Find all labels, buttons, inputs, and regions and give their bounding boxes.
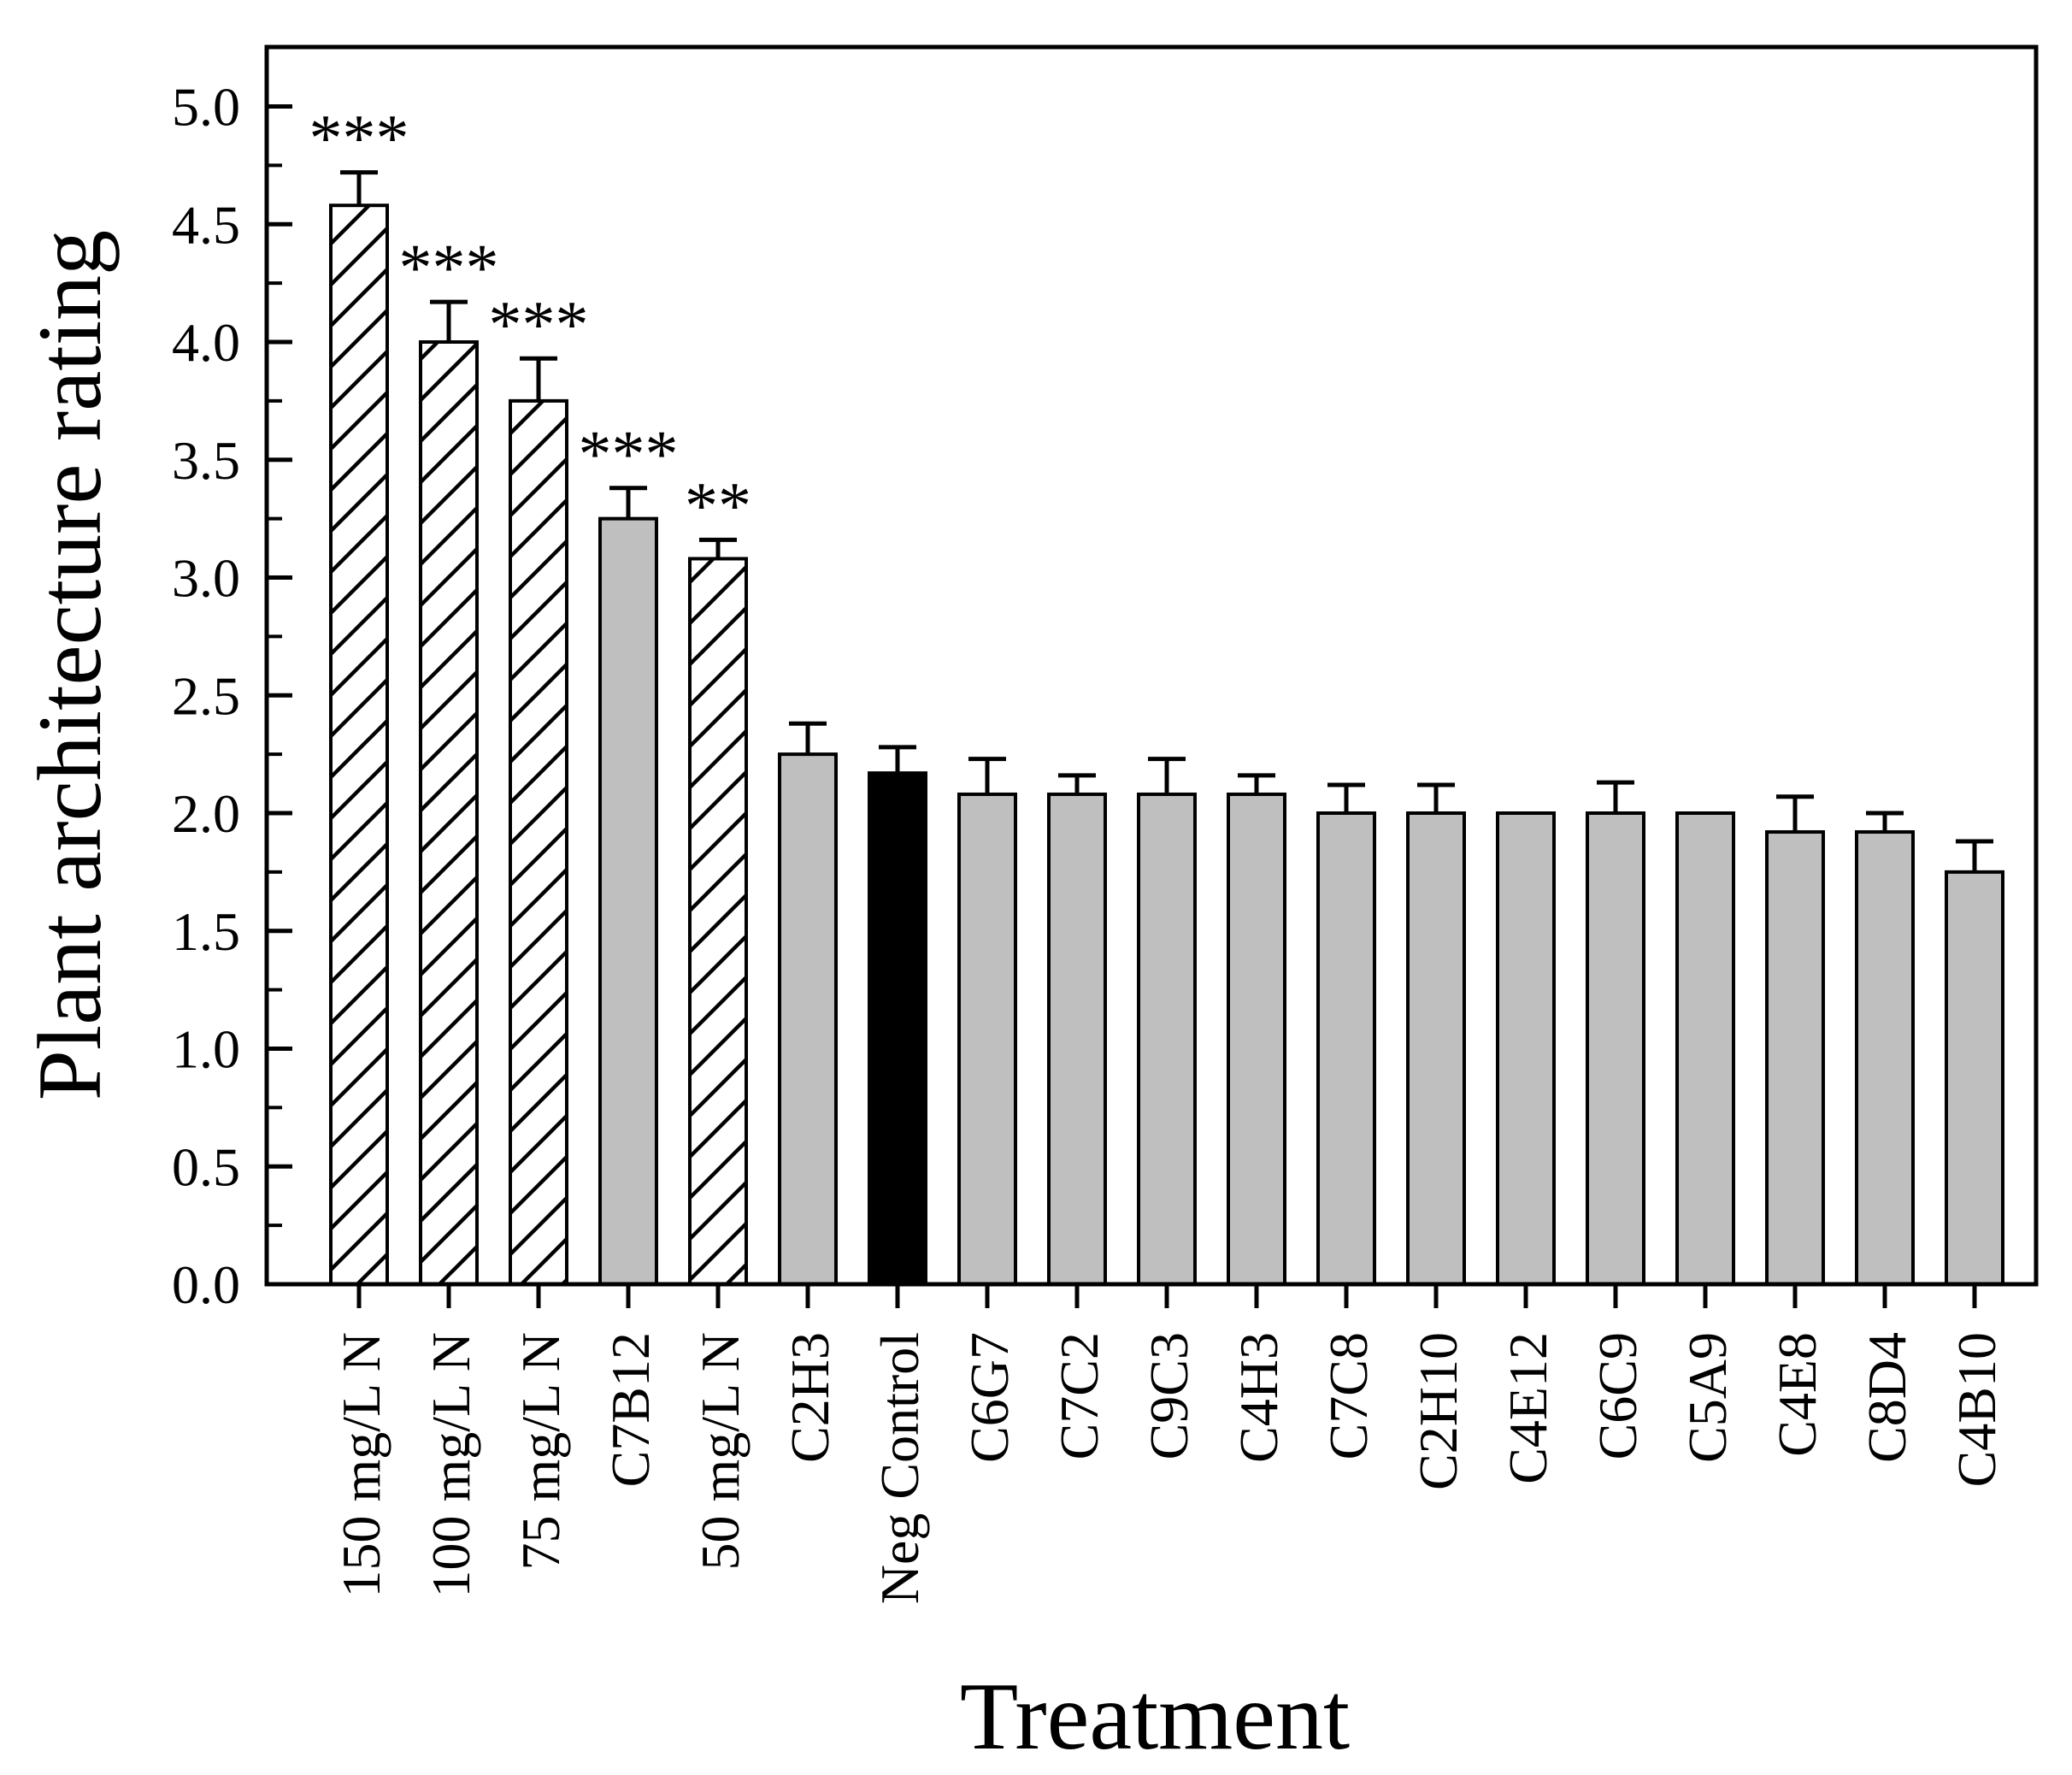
- x-tick-label-c2h3: C2H3: [780, 1332, 840, 1463]
- y-tick-label: 3.5: [172, 430, 240, 491]
- bar-c7c8: [1316, 811, 1376, 1286]
- y-tick-label: 3.0: [172, 548, 240, 609]
- significance-marker-150-mg-l-n: ***: [309, 101, 409, 175]
- bar-c8d4: [1855, 830, 1915, 1286]
- bar-c2h10: [1406, 811, 1466, 1286]
- x-tick-label-c4e8: C4E8: [1767, 1332, 1828, 1457]
- x-tick-label-c9c3: C9C3: [1139, 1332, 1199, 1460]
- x-tick-label-c7b12: C7B12: [600, 1332, 661, 1487]
- x-tick-label-75-mg-l-n: 75 mg/L N: [510, 1332, 571, 1571]
- x-tick-label-c4e12: C4E12: [1498, 1332, 1558, 1484]
- significance-marker-c7b12: ***: [579, 416, 679, 491]
- x-tick-label-neg-control: Neg Control: [869, 1332, 930, 1604]
- y-tick-label: 2.5: [172, 665, 240, 726]
- y-tick-label: 5.0: [172, 77, 240, 138]
- y-tick-label: 0.5: [172, 1136, 240, 1197]
- bar-c4h3: [1227, 792, 1286, 1286]
- y-tick-label: 1.0: [172, 1019, 240, 1080]
- plot-area: *** 150 mg/L N *** 100 mg/L N *** 75 mg/L N **…: [172, 44, 2039, 1604]
- bar-c5a9: [1675, 811, 1735, 1286]
- x-tick-label-c7c8: C7C8: [1318, 1332, 1379, 1460]
- x-tick-label-c4b10: C4B10: [1946, 1332, 2007, 1487]
- x-axis-title: Treatment: [959, 1664, 1351, 1770]
- plot-frame: [264, 44, 2039, 1287]
- y-tick-label: 4.0: [172, 312, 240, 373]
- x-tick-label-c5a9: C5A9: [1677, 1332, 1738, 1463]
- x-tick-label-c4h3: C4H3: [1228, 1332, 1289, 1463]
- bar-150-mg-l-n: [329, 203, 389, 1287]
- significance-marker-100-mg-l-n: ***: [399, 230, 499, 304]
- bar-c4e12: [1496, 811, 1556, 1286]
- bar-neg-control: [868, 771, 927, 1286]
- significance-marker-75-mg-l-n: ***: [489, 286, 589, 361]
- y-tick-label: 2.0: [172, 783, 240, 844]
- bar-c2h3: [778, 752, 838, 1286]
- y-tick-label: 4.5: [172, 194, 240, 255]
- bar-c4e8: [1765, 830, 1825, 1286]
- x-tick-label-50-mg-l-n: 50 mg/L N: [690, 1332, 751, 1571]
- bar-75-mg-l-n: [509, 398, 568, 1286]
- y-tick-label: 1.5: [172, 901, 240, 962]
- significance-marker-50-mg-l-n: **: [685, 468, 751, 542]
- y-axis-title: Plant architecture rating: [20, 229, 120, 1101]
- x-tick-label-c2h10: C2H10: [1408, 1332, 1469, 1490]
- bar-c4b10: [1945, 870, 2004, 1286]
- bar-c6g7: [957, 792, 1017, 1286]
- x-tick-label-c6c9: C6C9: [1587, 1332, 1648, 1460]
- x-tick-label-150-mg-l-n: 150 mg/L N: [331, 1332, 391, 1598]
- y-tick-label: 0.0: [172, 1254, 240, 1315]
- bar-c7c2: [1047, 792, 1107, 1286]
- bar-100-mg-l-n: [419, 340, 479, 1286]
- bar-c9c3: [1137, 792, 1197, 1286]
- bar-c6c9: [1586, 811, 1645, 1286]
- x-tick-label-100-mg-l-n: 100 mg/L N: [421, 1332, 481, 1598]
- x-tick-label-c6g7: C6G7: [959, 1332, 1020, 1463]
- x-tick-label-c7c2: C7C2: [1049, 1332, 1110, 1460]
- bar-c7b12: [598, 516, 658, 1286]
- bar-50-mg-l-n: [688, 557, 748, 1286]
- x-tick-label-c8d4: C8D4: [1857, 1332, 1917, 1463]
